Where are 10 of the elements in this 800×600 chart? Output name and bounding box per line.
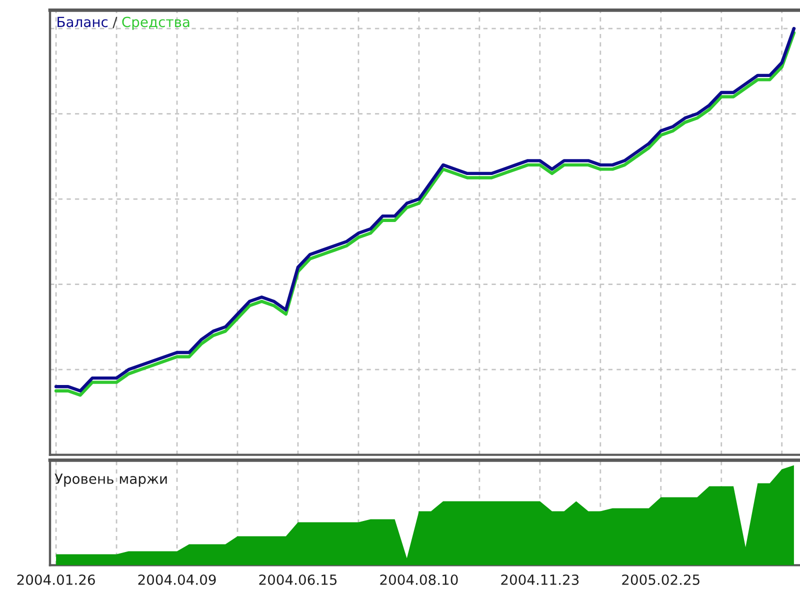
text: Уровень маржи <box>54 474 167 487</box>
x-tick-label: 2004.04.09 <box>138 574 216 585</box>
x-tick-label: 2004.11.23 <box>501 574 579 585</box>
x-tick-label: 2005.02.25 <box>622 574 700 585</box>
text: / <box>112 16 118 28</box>
x-tick-label: 2004.06.15 <box>259 574 337 585</box>
x-tick-label: 2004.08.10 <box>380 574 458 585</box>
text: Баланс <box>58 16 108 28</box>
text: Средства <box>122 16 190 30</box>
x-tick-label: 2004.01.26 <box>17 574 95 585</box>
